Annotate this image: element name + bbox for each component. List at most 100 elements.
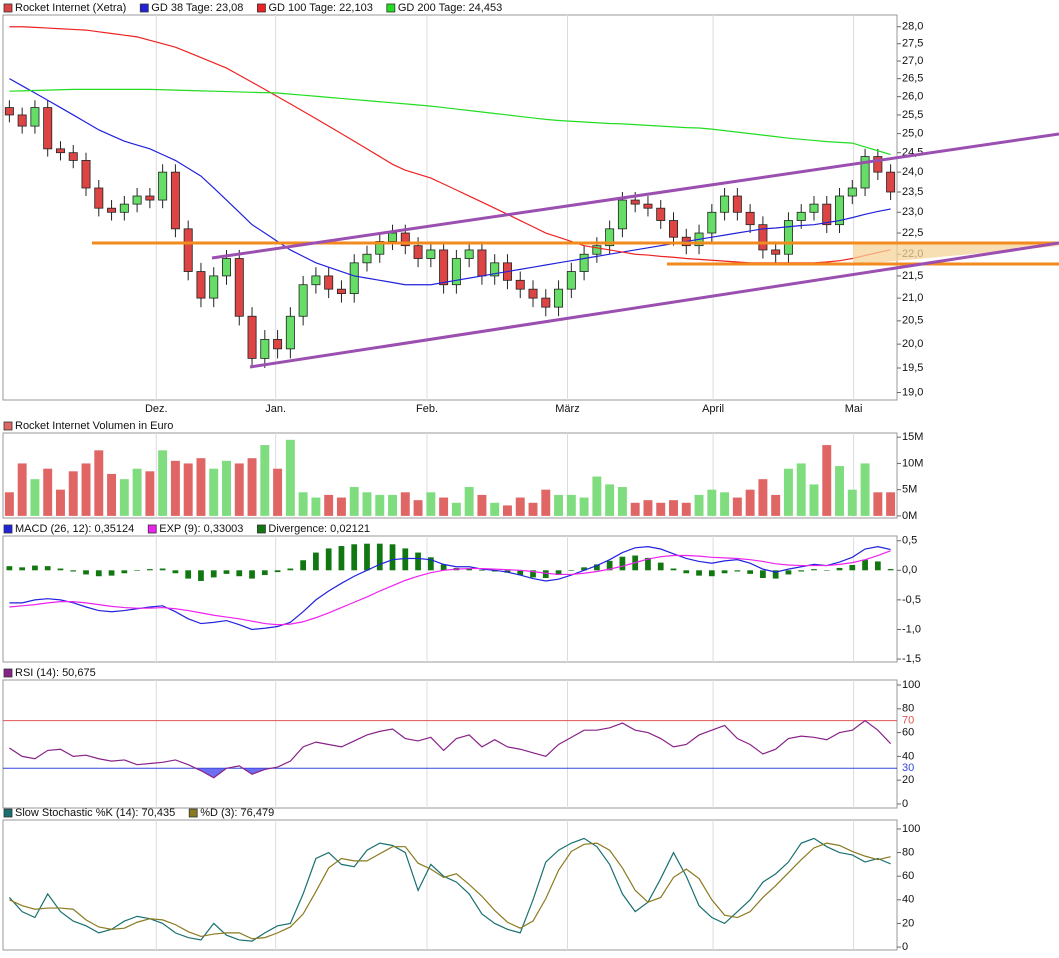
- candle-body: [43, 107, 53, 150]
- x-tick-label: Feb.: [416, 403, 438, 415]
- bar: [311, 497, 321, 516]
- bar: [95, 570, 102, 577]
- bar: [860, 463, 870, 516]
- y-tick-label: 20,5: [902, 315, 923, 327]
- bar: [847, 489, 857, 516]
- bar: [862, 559, 868, 571]
- candle-body: [630, 199, 640, 205]
- bar: [515, 497, 525, 516]
- bar: [720, 492, 730, 516]
- y-tick-label: 27,0: [902, 55, 923, 67]
- bar: [261, 570, 268, 576]
- legend-swatch: [257, 524, 266, 534]
- candle-body: [413, 245, 423, 259]
- bar: [541, 489, 551, 516]
- bar: [223, 570, 230, 574]
- bar: [566, 494, 576, 516]
- legend-label: Slow Stochastic %K (14): 70,435: [15, 807, 175, 819]
- candle-body: [30, 107, 40, 127]
- bar: [209, 468, 219, 516]
- candle-body: [222, 258, 231, 277]
- bar: [427, 557, 434, 571]
- bar: [426, 492, 436, 516]
- legend-label: RSI (14): 50,675: [15, 667, 96, 679]
- legend-swatch: [188, 808, 198, 818]
- bar: [592, 476, 602, 516]
- x-tick-label: April: [702, 403, 724, 415]
- bar: [19, 567, 26, 571]
- bar: [145, 471, 155, 516]
- bar: [657, 562, 664, 571]
- bar: [745, 489, 755, 516]
- bar: [760, 570, 766, 578]
- candle-body: [847, 187, 857, 197]
- bar: [287, 568, 294, 571]
- candle-body: [158, 171, 168, 201]
- candle-body: [94, 187, 104, 209]
- level-label: 70: [902, 715, 914, 727]
- candle-body: [541, 297, 551, 308]
- candle-body: [809, 203, 819, 213]
- y-tick-label: 0,0: [902, 564, 917, 576]
- candle-body: [566, 271, 576, 290]
- candle-body: [439, 249, 449, 286]
- bar: [108, 570, 115, 576]
- y-tick-label: 23,0: [902, 206, 923, 218]
- candle-body: [643, 203, 653, 209]
- candle-body: [132, 195, 142, 205]
- legend-label: EXP (9): 0,33003: [159, 523, 243, 535]
- y-tick-label: 15M: [902, 431, 923, 443]
- bar: [849, 564, 856, 571]
- candle-body: [183, 228, 193, 272]
- bar: [415, 552, 421, 571]
- series-line: [9, 88, 891, 156]
- bar: [887, 569, 894, 571]
- bar: [694, 494, 704, 516]
- candle-body: [477, 249, 487, 277]
- y-tick-label: -0,5: [902, 594, 921, 606]
- y-tick-label: -1,5: [902, 653, 921, 665]
- y-tick-label: 80: [902, 846, 914, 858]
- candle-body: [732, 195, 742, 213]
- y-tick-label: 26,5: [902, 73, 923, 85]
- bar: [222, 460, 231, 516]
- bar: [645, 557, 651, 571]
- bar: [630, 502, 640, 516]
- candle-body: [490, 262, 500, 277]
- bar: [70, 570, 77, 572]
- y-tick-label: 19,5: [902, 362, 923, 374]
- legend-label: Divergence: 0,02121: [268, 523, 370, 535]
- candle-body: [260, 339, 270, 359]
- candle-body: [451, 258, 461, 286]
- candle-body: [400, 232, 410, 247]
- bar: [107, 473, 117, 516]
- y-tick-label: 40: [902, 894, 914, 906]
- bar: [298, 492, 308, 516]
- y-tick-label: 100: [902, 823, 920, 835]
- bar: [811, 569, 817, 571]
- y-tick-label: 0,5: [902, 535, 917, 547]
- bar: [56, 489, 65, 516]
- y-tick-label: 22,5: [902, 227, 923, 239]
- bar: [134, 570, 140, 571]
- y-tick-label: 40: [902, 750, 914, 762]
- bar: [274, 570, 281, 573]
- support-zone: [853, 243, 1059, 265]
- candle-body: [771, 249, 781, 255]
- bar: [121, 570, 128, 574]
- y-tick-label: 23,5: [902, 186, 923, 198]
- bar: [656, 502, 666, 516]
- legend-swatch: [147, 524, 157, 534]
- bar: [285, 439, 295, 516]
- candle-body: [119, 203, 129, 213]
- annotations: [92, 132, 1059, 369]
- bar: [170, 460, 180, 516]
- candle-body: [375, 241, 385, 255]
- candle-body: [554, 288, 564, 308]
- legend-label: %D (3): 76,479: [200, 807, 274, 819]
- candle-body: [81, 160, 91, 189]
- y-tick-label: 19,0: [902, 386, 923, 398]
- y-tick-label: 21,0: [902, 292, 923, 304]
- x-tick-label: Dez.: [145, 403, 168, 415]
- candle-body: [426, 249, 436, 259]
